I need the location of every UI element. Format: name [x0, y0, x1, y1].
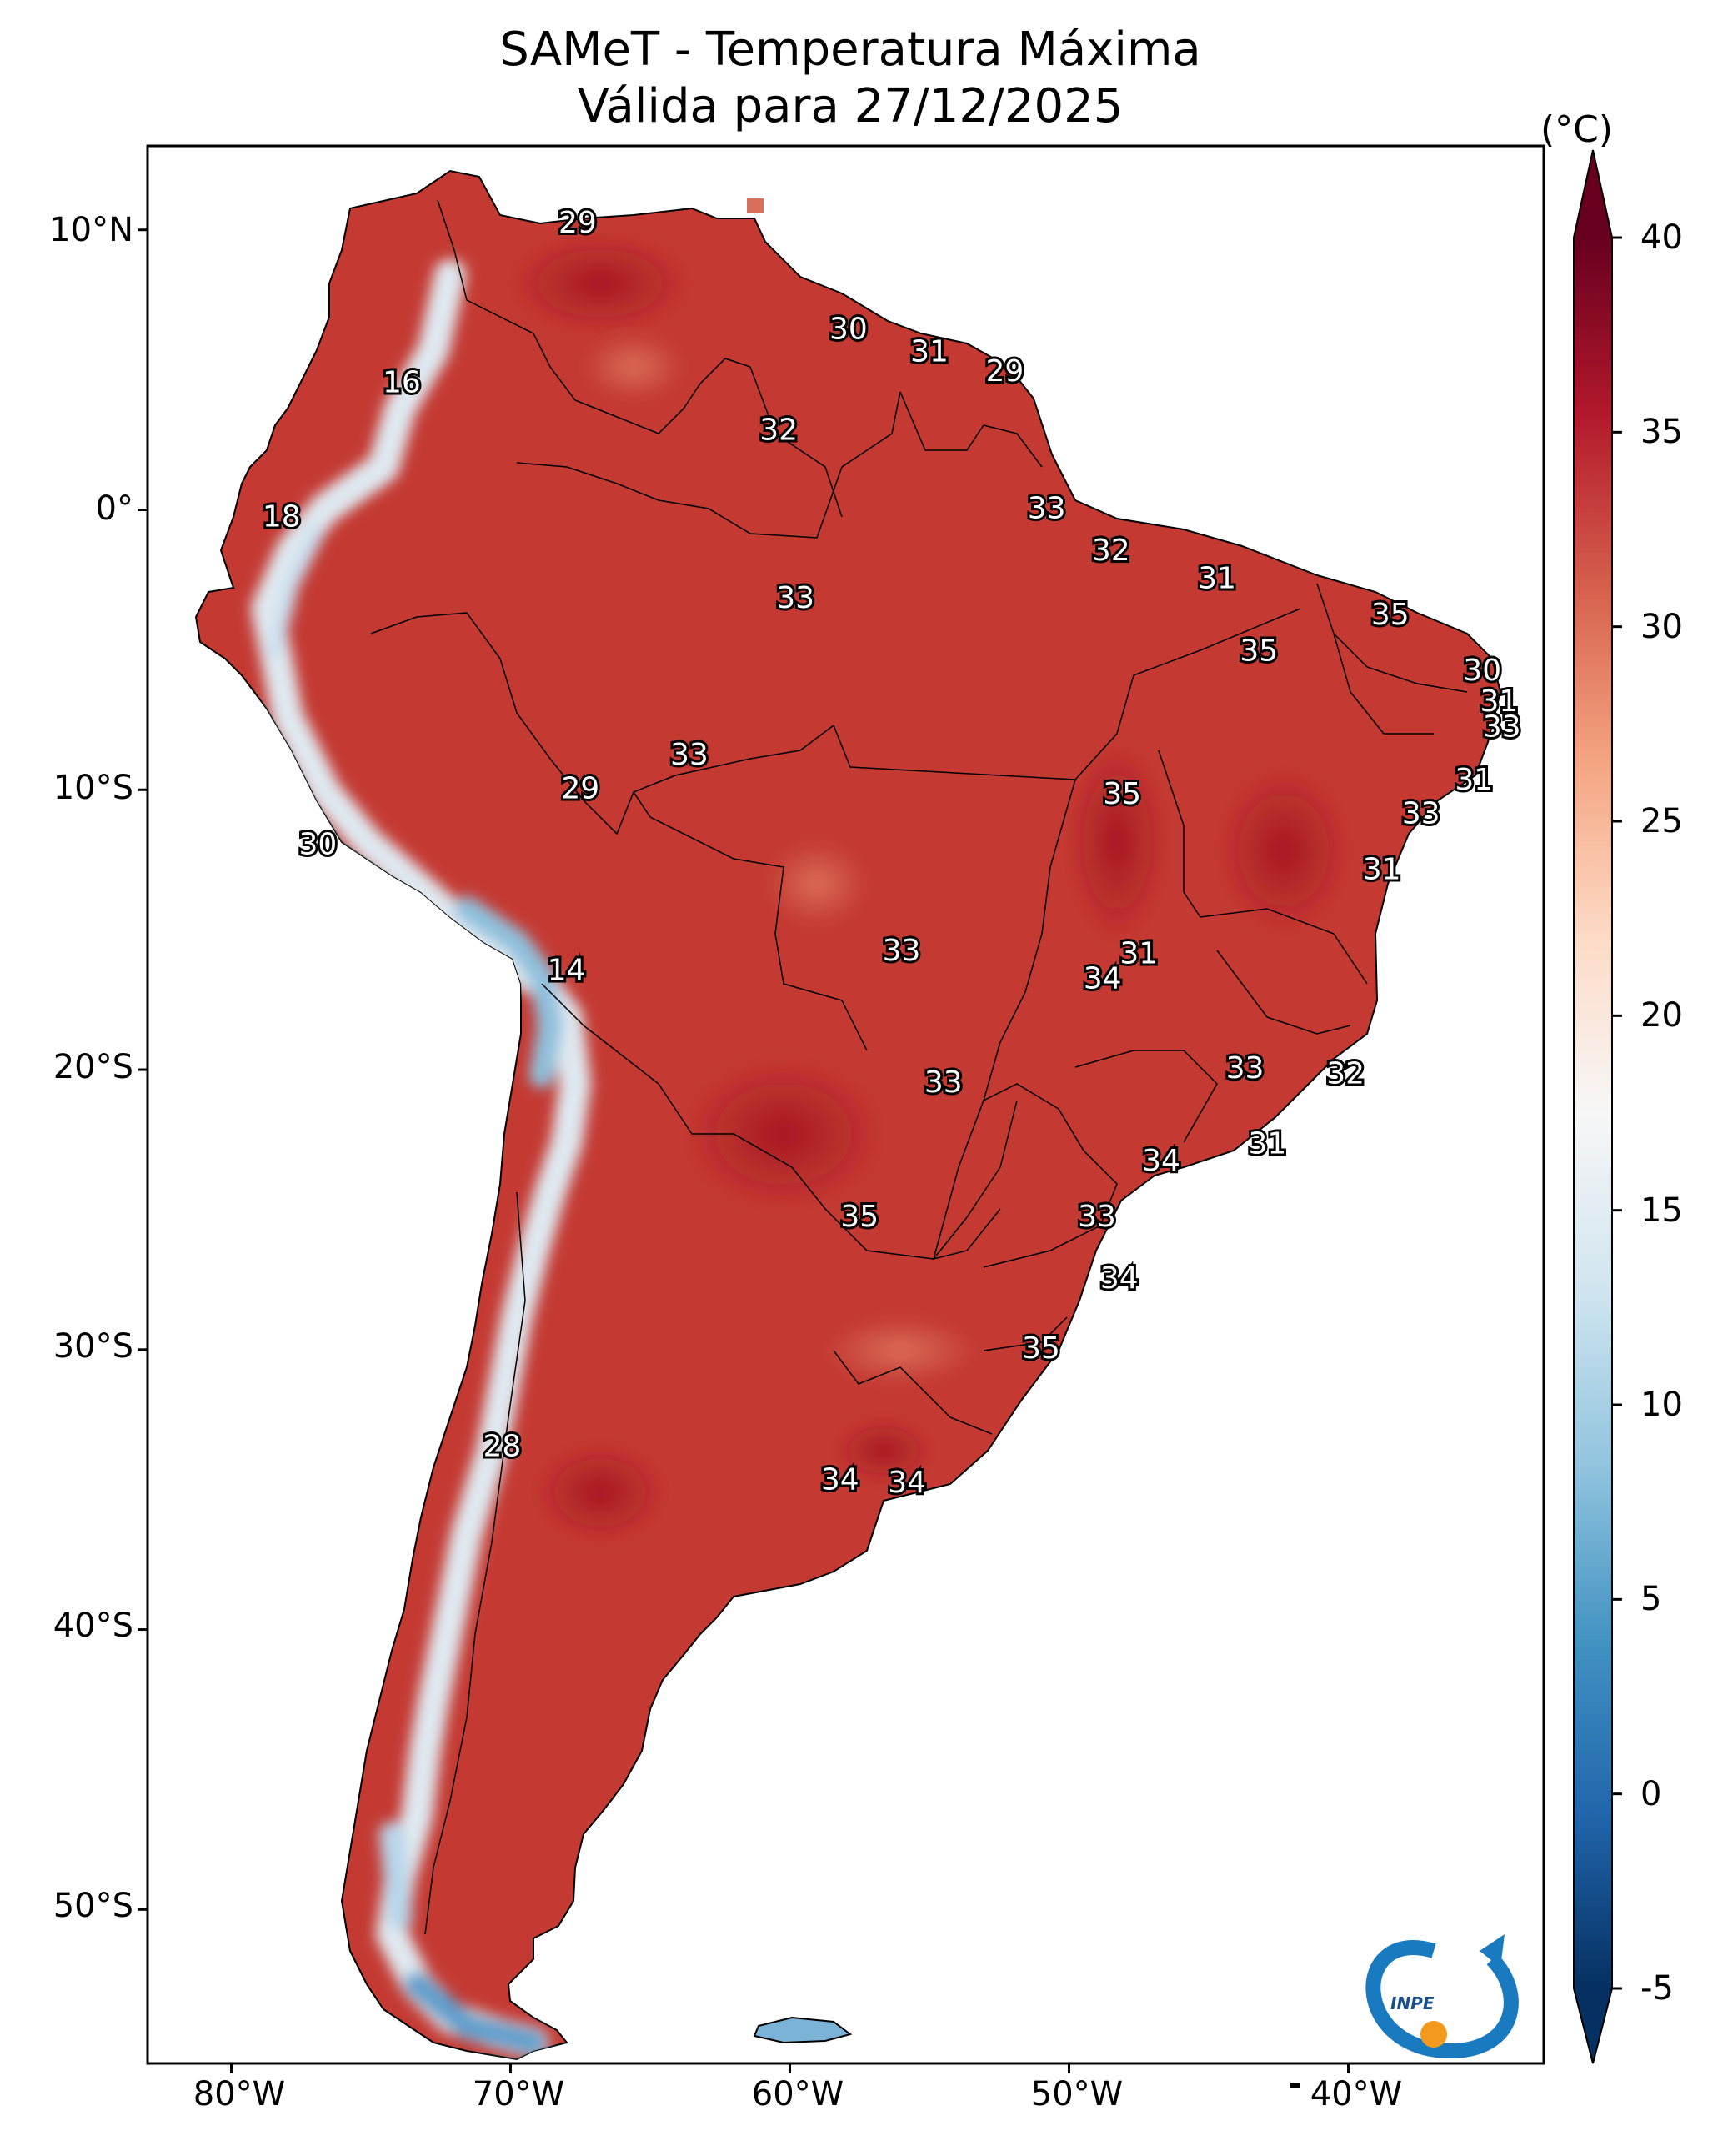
temperature-label: 16 [383, 365, 421, 399]
temperature-label: 35 [1103, 777, 1141, 811]
inpe-logo: INPE [1365, 1934, 1519, 2059]
temperature-label: 30 [829, 313, 868, 347]
temperature-label: 33 [1028, 491, 1066, 525]
temperature-label: 34 [1142, 1144, 1180, 1178]
temperature-label: 33 [1402, 796, 1440, 830]
map-title: SAMeT - Temperatura Máxima [499, 23, 1201, 77]
temperature-label: 31 [1363, 853, 1401, 887]
temperature-label: 31 [1480, 684, 1518, 719]
temperature-label: 30 [298, 827, 337, 861]
temperature-label: 31 [910, 334, 949, 369]
lat-tick-20S: 20°S [53, 1048, 133, 1086]
temperature-label: 30 [1463, 654, 1501, 688]
lon-tick-50W: 50°W [1030, 2075, 1124, 2113]
colorbar-tick-35: 35 [1640, 413, 1683, 451]
lat-tick-0: 0° [95, 489, 133, 528]
temperature-label: 31 [1119, 936, 1158, 970]
colorbar-tick-5: 5 [1640, 1580, 1662, 1618]
colorbar-tick-10: 10 [1640, 1386, 1683, 1424]
colorbar-tick-40: 40 [1640, 218, 1683, 257]
colorbar-body [1574, 238, 1612, 1988]
temperature-label: 34 [1084, 962, 1122, 996]
temperature-label: 33 [776, 581, 814, 615]
temperature-label: 29 [558, 206, 597, 240]
temperature-label: 34 [821, 1463, 859, 1497]
temperature-label: 33 [1483, 709, 1521, 744]
colorbar-unit: (°C) [1540, 108, 1614, 151]
colorbar [1573, 149, 1622, 2064]
colorbar-tick-25: 25 [1640, 802, 1683, 840]
temperature-label: 18 [263, 500, 301, 534]
temperature-label: 32 [1092, 534, 1130, 568]
lat-tick-10S: 10°S [53, 769, 133, 807]
lat-tick-40S: 40°S [53, 1607, 133, 1645]
temperature-label: 32 [759, 413, 798, 447]
temperature-label: 34 [888, 1466, 926, 1500]
south-america-landmass [194, 169, 1502, 2088]
lon-tick-40W: 40°W [1310, 2075, 1403, 2113]
colorbar-tick-15: 15 [1640, 1191, 1683, 1230]
colorbar-tick-20: 20 [1640, 996, 1683, 1035]
temperature-label: 33 [670, 738, 709, 772]
colorbar-tick-0: 0 [1640, 1775, 1662, 1813]
temperature-label: 28 [483, 1429, 522, 1463]
temperature-label: 33 [883, 934, 921, 968]
temperature-label: 32 [1326, 1057, 1365, 1091]
inpe-logo-text: INPE [1390, 1993, 1435, 2013]
lat-tick-10N: 10°N [49, 211, 133, 249]
colorbar-tick-30: 30 [1640, 608, 1683, 646]
temperature-label: 31 [1455, 763, 1493, 797]
temperature-label: 35 [1371, 598, 1410, 632]
temperature-label: 35 [1022, 1331, 1060, 1366]
colorbar-tick-minus5: -5 [1640, 1969, 1674, 2008]
lat-tick-50S: 50°S [53, 1887, 133, 1925]
temperature-label: 14 [548, 954, 586, 988]
temperature-label: 33 [924, 1065, 963, 1100]
lon-tick-70W: 70°W [472, 2075, 565, 2113]
temperature-label: 31 [1198, 561, 1236, 595]
temperature-label: 33 [1078, 1200, 1116, 1234]
temperature-label: 29 [986, 354, 1024, 389]
temperature-label: 29 [561, 771, 599, 805]
temperature-label: 34 [1100, 1261, 1139, 1296]
temperature-label: 35 [840, 1200, 879, 1234]
lon-tick-80W: 80°W [193, 2075, 286, 2113]
map-subtitle: Válida para 27/12/2025 [577, 79, 1124, 133]
temperature-label: 31 [1248, 1127, 1286, 1161]
lon-tick-60W: 60°W [751, 2075, 844, 2113]
temperature-label: 33 [1226, 1051, 1265, 1086]
colorbar-extend-min [1574, 1988, 1612, 2063]
country-borders [370, 199, 1468, 1935]
lat-tick-30S: 30°S [53, 1327, 133, 1366]
temperature-label: 35 [1240, 634, 1278, 669]
colorbar-extend-max [1574, 150, 1612, 238]
